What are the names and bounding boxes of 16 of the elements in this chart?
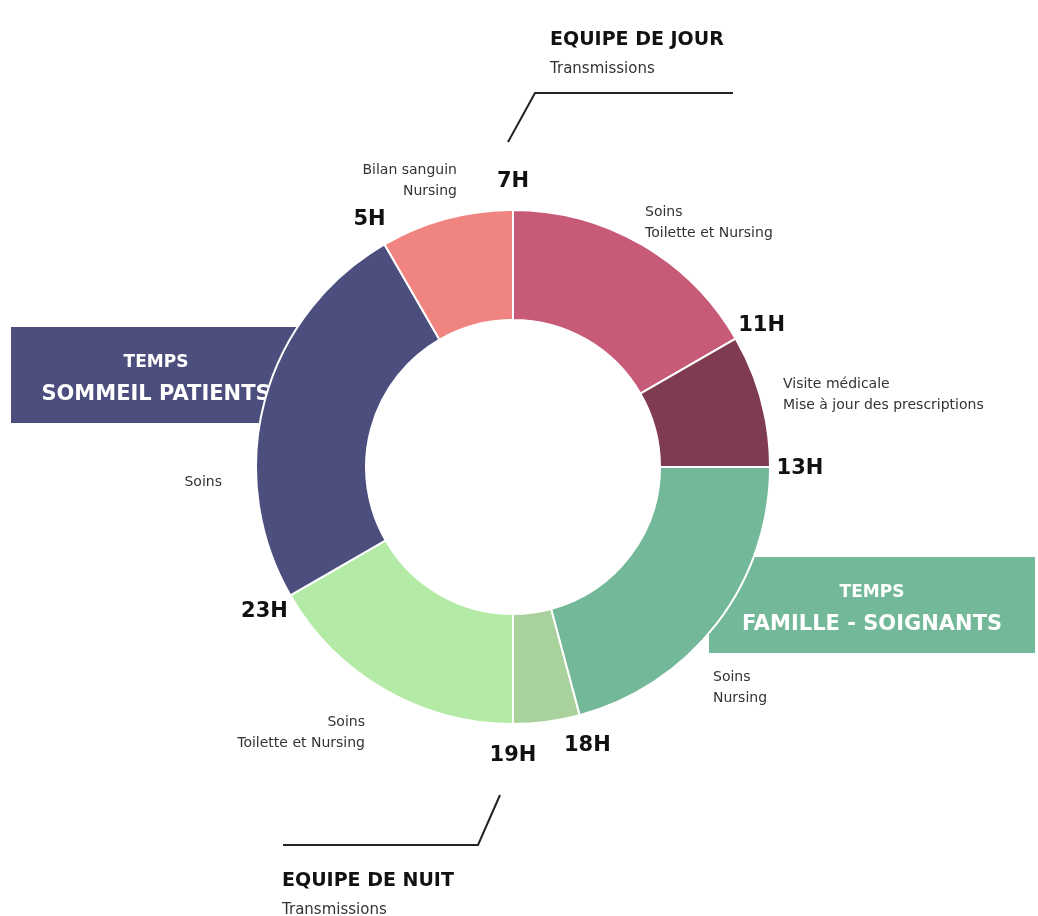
slice-label: Soins Toilette et Nursing	[236, 712, 365, 750]
slice-label: Soins Toilette et Nursing	[644, 202, 773, 240]
text: 7H	[496, 168, 530, 192]
text: 5H	[353, 206, 386, 231]
text: 11H	[738, 311, 785, 336]
slice-label: Soins	[184, 472, 222, 489]
text: 19H	[489, 742, 537, 766]
text: TEMPS FAMILLE - SOIGNANTS	[741, 581, 1003, 635]
slice-label: Soins Nursing	[713, 667, 768, 705]
text: 13H	[776, 455, 824, 479]
text: 18H	[563, 732, 611, 757]
text: EQUIPE DE JOUR Transmissions	[549, 27, 725, 77]
text: EQUIPE DE NUIT Transmissions	[281, 868, 454, 916]
slice-label: Bilan sanguin Nursing	[362, 160, 457, 198]
slice-label: Visite médicale Mise à jour des prescriptions	[783, 374, 984, 412]
text: 23H	[241, 598, 288, 623]
